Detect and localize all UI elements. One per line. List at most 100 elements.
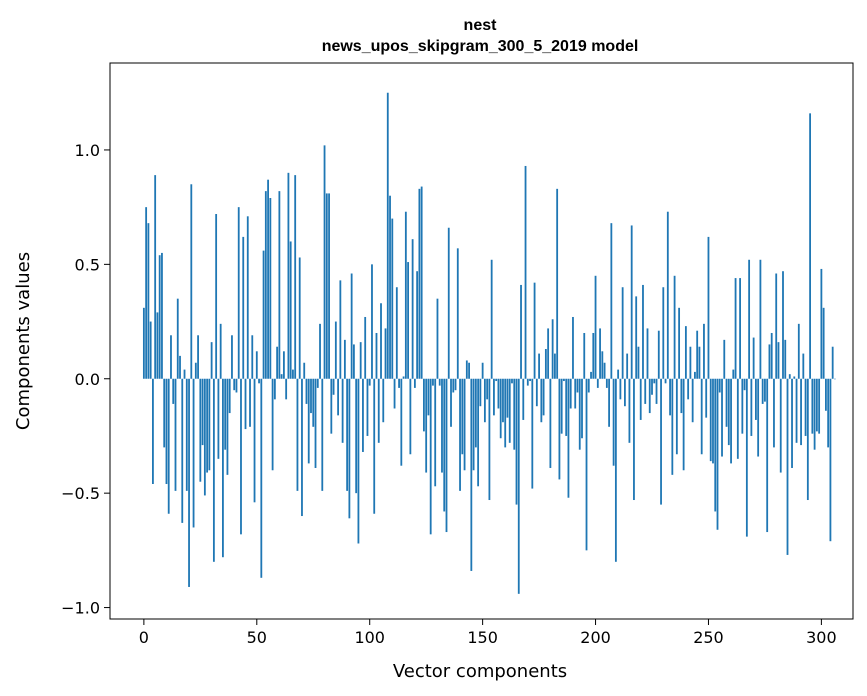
bar-169 (524, 165, 527, 379)
bar-159 (502, 378, 504, 423)
bar-261 (732, 369, 735, 379)
bar-29 (208, 378, 211, 471)
bar-58 (273, 378, 276, 400)
bar-188 (567, 378, 570, 498)
bar-146 (472, 378, 475, 471)
bar-225 (651, 378, 653, 395)
bar-62 (282, 351, 285, 379)
bar-100 (368, 378, 371, 386)
bar-175 (538, 353, 540, 379)
bar-203 (601, 351, 604, 379)
bar-227 (655, 378, 658, 404)
bar-140 (459, 378, 461, 491)
x-tick-label: 100 (354, 628, 385, 647)
bar-34 (219, 323, 222, 379)
bar-98 (364, 316, 367, 379)
bar-149 (479, 378, 482, 407)
bar-221 (642, 284, 644, 379)
bar-167 (520, 284, 522, 379)
bar-262 (734, 278, 737, 379)
bar-254 (716, 378, 719, 530)
bar-19 (185, 378, 188, 491)
bar-10 (165, 378, 168, 484)
bar-9 (163, 378, 166, 448)
bar-136 (450, 378, 452, 427)
bar-297 (813, 378, 816, 450)
bar-205 (605, 378, 608, 388)
bar-165 (515, 378, 518, 505)
bar-216 (630, 225, 633, 379)
bar-288 (793, 376, 796, 379)
bar-153 (488, 378, 491, 501)
bar-184 (558, 378, 561, 480)
bar-144 (468, 362, 470, 379)
bar-91 (348, 378, 351, 519)
bar-39 (231, 335, 233, 379)
bar-32 (215, 214, 218, 379)
bar-97 (362, 378, 364, 452)
y-tick-label: −0.5 (61, 484, 100, 503)
bar-43 (240, 378, 242, 535)
bar-88 (341, 378, 344, 443)
bar-40 (233, 378, 236, 391)
bar-197 (587, 378, 590, 393)
bar-304 (829, 378, 832, 542)
bar-85 (334, 321, 337, 379)
bar-49 (253, 378, 256, 503)
bar-52 (260, 378, 263, 578)
bar-135 (447, 227, 450, 379)
bar-111 (393, 378, 396, 409)
bar-127 (429, 378, 432, 535)
x-tick-label: 50 (247, 628, 267, 647)
bar-176 (540, 378, 543, 423)
bars-group (142, 92, 836, 594)
bar-0 (142, 307, 145, 379)
bar-244 (694, 371, 696, 379)
bar-46 (246, 216, 249, 379)
bar-245 (696, 330, 699, 379)
bar-295 (809, 113, 811, 379)
bar-278 (770, 332, 773, 379)
bar-249 (705, 378, 708, 418)
bar-92 (350, 273, 353, 379)
bar-24 (197, 335, 199, 379)
plot-frame (109, 62, 854, 620)
bar-214 (626, 353, 629, 379)
bar-108 (386, 92, 389, 379)
bar-114 (400, 378, 403, 466)
bar-250 (707, 236, 710, 379)
bar-106 (382, 378, 385, 423)
bar-229 (660, 378, 662, 505)
bar-267 (745, 378, 748, 537)
bar-129 (434, 378, 437, 487)
bar-276 (766, 378, 769, 533)
y-tick-label: −1.0 (61, 599, 100, 618)
bar-13 (172, 378, 175, 404)
bar-132 (441, 378, 443, 473)
bar-137 (452, 378, 455, 393)
bar-151 (483, 378, 486, 423)
bar-268 (748, 259, 751, 379)
bar-157 (497, 378, 500, 409)
bar-195 (583, 332, 586, 379)
bar-131 (438, 378, 441, 386)
bar-211 (619, 378, 622, 400)
bar-145 (470, 378, 473, 571)
bar-67 (294, 175, 297, 379)
bar-71 (303, 362, 306, 379)
bar-105 (380, 303, 382, 379)
bar-11 (167, 378, 170, 514)
bar-265 (741, 378, 744, 434)
bar-141 (461, 378, 464, 455)
y-axis: −1.0 −0.5 0.0 0.5 1.0 (61, 141, 110, 618)
x-tick-label: 250 (693, 628, 724, 647)
bar-233 (669, 378, 671, 416)
bar-177 (542, 378, 545, 416)
bar-74 (310, 378, 312, 414)
bar-199 (592, 332, 595, 379)
bar-237 (678, 307, 681, 379)
bar-283 (782, 271, 784, 379)
bar-279 (773, 378, 775, 448)
bar-243 (691, 378, 694, 423)
